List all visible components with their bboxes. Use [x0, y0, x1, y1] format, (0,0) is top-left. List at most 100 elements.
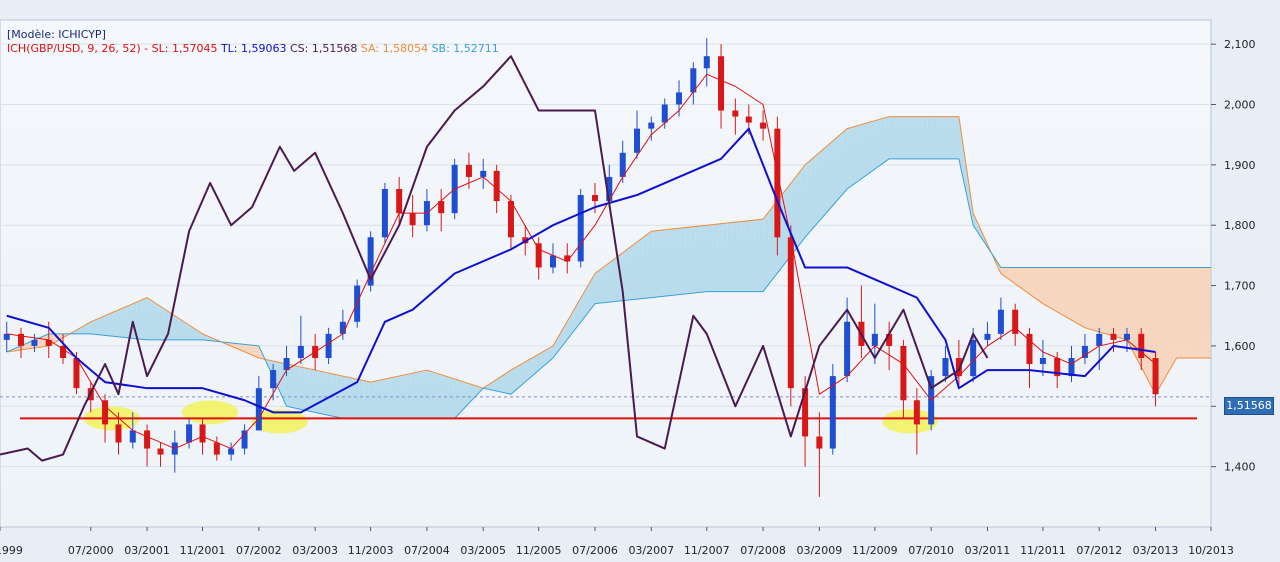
- x-tick-label: 03/2009: [797, 544, 843, 557]
- candle-body[interactable]: [157, 448, 164, 455]
- candle-body[interactable]: [18, 333, 25, 346]
- y-tick-label: 1,900: [1224, 159, 1256, 172]
- candle-body[interactable]: [480, 170, 487, 177]
- candle-body[interactable]: [255, 388, 262, 431]
- y-tick-label: 2,000: [1224, 99, 1256, 112]
- y-tick-label: 1,600: [1224, 340, 1256, 353]
- candle-body[interactable]: [549, 255, 556, 268]
- candle-body[interactable]: [984, 333, 991, 340]
- candle-body[interactable]: [73, 358, 80, 389]
- candle-body[interactable]: [634, 128, 641, 153]
- x-tick-label: 07/2006: [572, 544, 618, 557]
- candle-body[interactable]: [213, 442, 220, 455]
- model-label: [Modèle: ICHICYP]: [7, 28, 106, 41]
- candle-body[interactable]: [787, 237, 794, 389]
- candle-body[interactable]: [3, 333, 10, 340]
- candle-body[interactable]: [886, 333, 893, 346]
- candle-body[interactable]: [409, 213, 416, 226]
- candle-body[interactable]: [676, 92, 683, 105]
- candle-body[interactable]: [690, 68, 697, 93]
- candle-body[interactable]: [648, 122, 655, 129]
- senkou-a-line[interactable]: [6, 116, 1211, 395]
- candle-body[interactable]: [564, 255, 571, 262]
- x-tick-label: 11/2005: [516, 544, 562, 557]
- candle-body[interactable]: [115, 424, 122, 443]
- last-price-tag: 1,51568: [1224, 397, 1274, 415]
- x-tick-label: 11/2001: [180, 544, 226, 557]
- candle-body[interactable]: [1152, 358, 1159, 395]
- kumo-cloud-segment: [1208, 267, 1211, 358]
- y-tick-label: 1,400: [1224, 461, 1256, 474]
- candle-body[interactable]: [900, 345, 907, 401]
- candle-body[interactable]: [367, 237, 374, 286]
- candle-body[interactable]: [913, 400, 920, 425]
- candle-body[interactable]: [493, 170, 500, 202]
- candle-body[interactable]: [396, 189, 403, 214]
- candle-body[interactable]: [591, 195, 598, 202]
- candle-body[interactable]: [465, 164, 472, 177]
- x-tick-label: 03/2003: [292, 544, 338, 557]
- candle-body[interactable]: [774, 128, 781, 238]
- candle-body[interactable]: [745, 116, 752, 123]
- x-tick-label: 07/2004: [404, 544, 450, 557]
- candle-body[interactable]: [760, 122, 767, 129]
- candle-body[interactable]: [297, 345, 304, 358]
- tenkan-sen-line[interactable]: [6, 73, 1156, 450]
- candle-body[interactable]: [199, 424, 206, 443]
- candle-body[interactable]: [661, 104, 668, 123]
- chikou-span-line[interactable]: [0, 55, 989, 462]
- candle-body[interactable]: [871, 333, 878, 346]
- candle-body[interactable]: [619, 152, 626, 177]
- candle-body[interactable]: [732, 110, 739, 117]
- candle-body[interactable]: [186, 424, 193, 443]
- candle-body[interactable]: [1039, 358, 1046, 365]
- candle-body[interactable]: [1054, 358, 1061, 377]
- candle-body[interactable]: [1138, 333, 1145, 358]
- indicator-legend: ICH(GBP/USD, 9, 26, 52) - SL: 1,57045 TL…: [7, 42, 499, 55]
- candle-body[interactable]: [228, 448, 235, 455]
- x-tick-label: 03/2001: [124, 544, 170, 557]
- candle-body[interactable]: [577, 195, 584, 262]
- candle-body[interactable]: [241, 430, 248, 449]
- candle-body[interactable]: [438, 201, 445, 214]
- candle-body[interactable]: [102, 400, 109, 425]
- candle-body[interactable]: [1123, 333, 1130, 340]
- candle-body[interactable]: [970, 339, 977, 377]
- x-tick-label: 03/2011: [965, 544, 1011, 557]
- x-tick-label: 07/2008: [740, 544, 786, 557]
- candle-body[interactable]: [997, 309, 1004, 334]
- candle-body[interactable]: [606, 176, 613, 202]
- candle-body[interactable]: [270, 370, 277, 389]
- candle-body[interactable]: [829, 376, 836, 449]
- candle-body[interactable]: [535, 243, 542, 268]
- candle-body[interactable]: [507, 201, 514, 238]
- candle-body[interactable]: [1110, 333, 1117, 340]
- candle-body[interactable]: [1081, 345, 1088, 358]
- candle-body[interactable]: [955, 358, 962, 377]
- candle-body[interactable]: [144, 430, 151, 449]
- candle-body[interactable]: [325, 333, 332, 358]
- candle-body[interactable]: [703, 56, 710, 69]
- senkou-b-line[interactable]: [6, 158, 1211, 419]
- candle-body[interactable]: [816, 436, 823, 449]
- candle-body[interactable]: [1012, 309, 1019, 334]
- candle-body[interactable]: [718, 56, 725, 111]
- candle-body[interactable]: [45, 339, 52, 346]
- candle-body[interactable]: [60, 345, 67, 358]
- candle-body[interactable]: [802, 388, 809, 437]
- sb-label: SB: 1,52711: [431, 42, 499, 55]
- candle-body[interactable]: [339, 321, 346, 334]
- candle-body[interactable]: [1096, 333, 1103, 346]
- candle-body[interactable]: [31, 339, 38, 346]
- y-tick-label: 1,800: [1224, 219, 1256, 232]
- candle-body[interactable]: [381, 189, 388, 238]
- candle-body[interactable]: [129, 430, 136, 443]
- candle-body[interactable]: [1068, 358, 1075, 377]
- candle-body[interactable]: [1026, 333, 1033, 365]
- sl-label: SL: 1,57045: [151, 42, 218, 55]
- kijun-sen-line[interactable]: [6, 127, 1156, 414]
- candle-body[interactable]: [942, 358, 949, 377]
- candle-body[interactable]: [283, 358, 290, 371]
- candle-body[interactable]: [844, 321, 851, 377]
